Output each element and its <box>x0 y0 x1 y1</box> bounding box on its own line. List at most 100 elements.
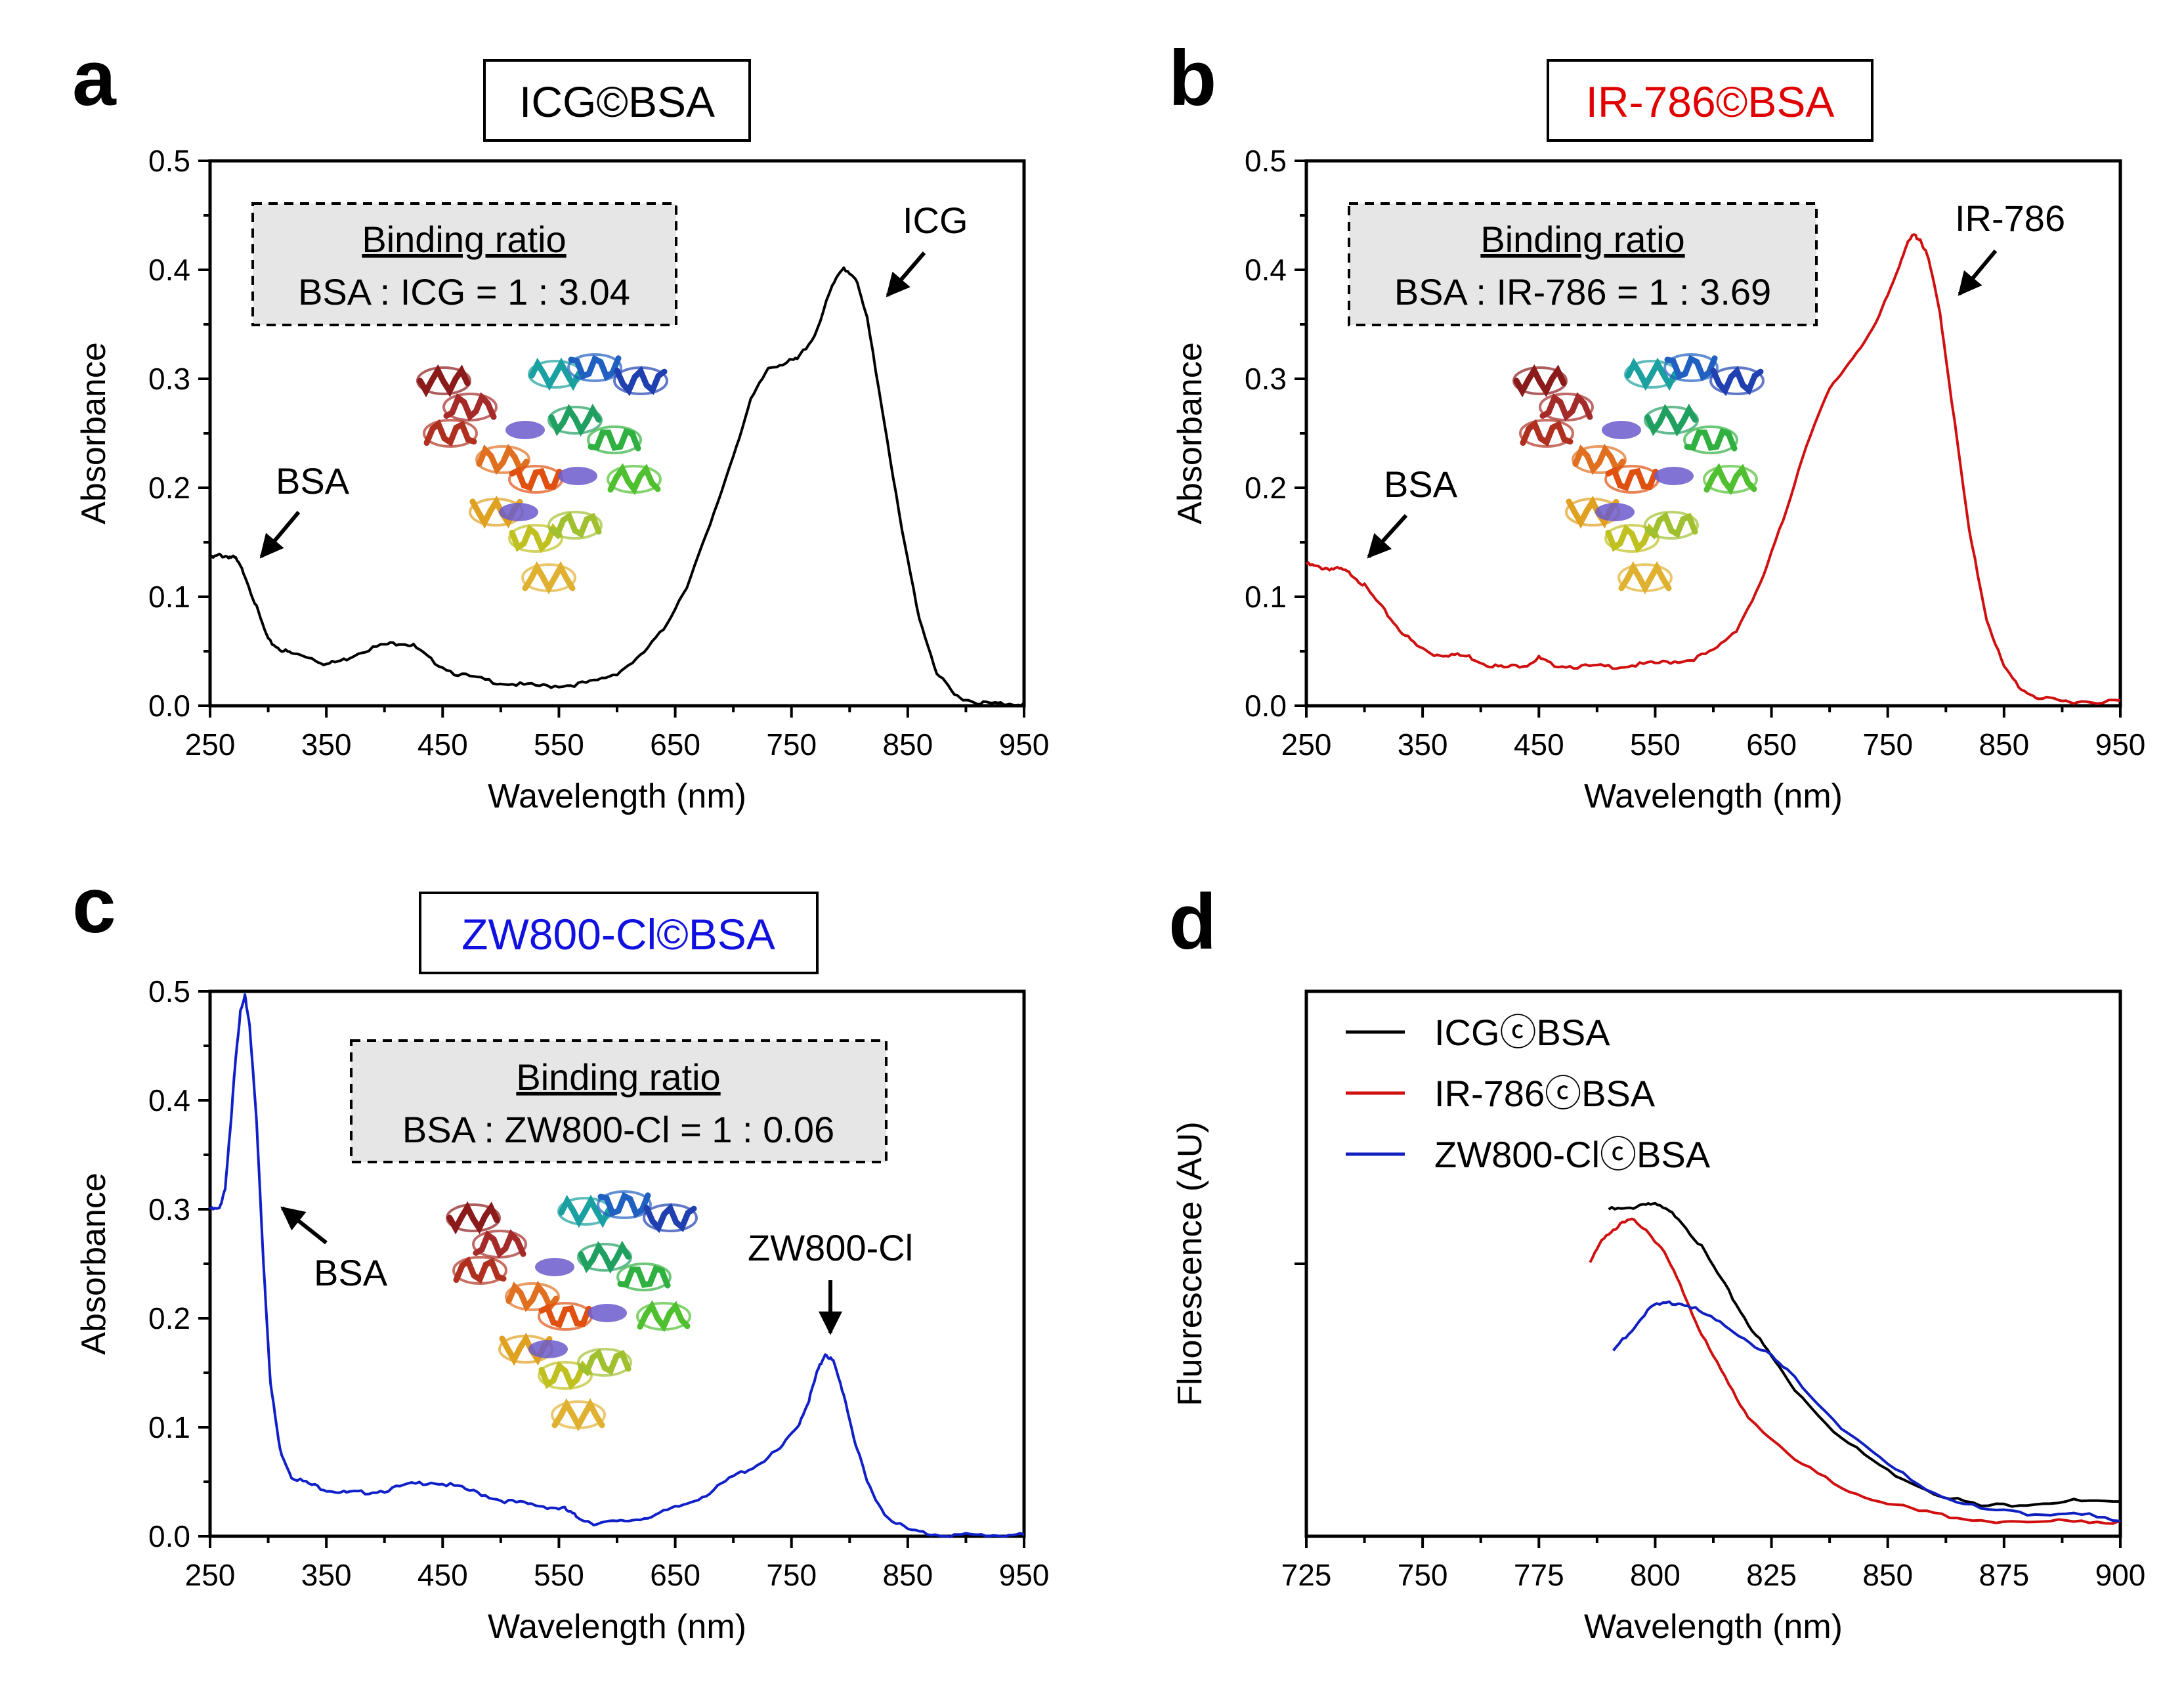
x-axis-title: Wavelength (nm) <box>488 777 746 815</box>
panel-b-title: IR-786©BSA <box>1586 77 1835 126</box>
y-tick-label: 0.5 <box>148 974 190 1008</box>
protein-helix <box>1644 511 1698 540</box>
protein-helix <box>453 1256 507 1284</box>
x-tick-label: 950 <box>999 727 1050 762</box>
protein-coil <box>1617 563 1673 592</box>
x-tick-label: 450 <box>418 727 468 762</box>
series-line-ICGⓒBSA <box>1608 1201 2121 1508</box>
y-tick-label: 0.1 <box>148 1410 190 1444</box>
y-tick-label: 0.2 <box>1245 471 1287 505</box>
panel-b-annot-bsa: BSA <box>1384 464 1458 505</box>
protein-helix <box>1625 357 1679 391</box>
y-axis-title: Absorbance <box>75 342 113 525</box>
protein-coil <box>577 1243 632 1272</box>
y-tick-label: 0.2 <box>148 471 190 505</box>
protein-coil <box>442 393 498 421</box>
protein-coil <box>643 1203 698 1232</box>
panel-d: d 725 750 775 800 825 850 875 900 Wavelength (nm… <box>1168 878 2145 1646</box>
panel-c-plot: 250 350 450 550 650 750 850 950 0.0 0.1 0.2 0.3 0.4 0… <box>75 974 1049 1646</box>
y-tick-label: 0.0 <box>1245 689 1287 723</box>
panel-c-ratio-box <box>350 1039 888 1163</box>
protein-coil <box>446 1203 501 1232</box>
protein-coil <box>1572 445 1627 474</box>
protein-coil <box>1539 393 1594 421</box>
panel-letter-c: c <box>72 861 116 949</box>
legend-label-icg: ICGⓒBSA <box>1434 1012 1610 1053</box>
y-tick-label: 0.5 <box>148 144 190 178</box>
x-tick-label: 850 <box>882 1558 933 1592</box>
legend-label-zw800: ZW800-ClⓒBSA <box>1434 1134 1711 1175</box>
panel-b-arrow-ir786 <box>1958 249 1998 296</box>
x-tick-label: 350 <box>1398 727 1448 762</box>
panel-a-protein-structure-icon <box>416 353 668 595</box>
x-tick-label: 250 <box>185 1558 236 1592</box>
protein-helix <box>1703 463 1757 496</box>
x-tick-label: 875 <box>1979 1558 2029 1592</box>
protein-coil <box>505 1282 560 1311</box>
protein-coil <box>547 511 603 540</box>
protein-coil <box>1663 353 1719 382</box>
series-line-ZW800-Cl©BSA <box>209 993 1025 1538</box>
protein-coil <box>1703 465 1758 494</box>
protein-helix <box>473 1229 526 1259</box>
protein-coil <box>1512 366 1568 395</box>
protein-helix <box>1664 355 1718 381</box>
dye-molecule <box>535 1258 574 1276</box>
y-tick-label: 0.0 <box>148 1519 190 1553</box>
panel-c-ratio-title: Binding ratio <box>516 1056 720 1098</box>
protein-helix <box>1644 403 1698 437</box>
protein-helix <box>588 428 641 452</box>
panel-b-protein-structure-icon <box>1512 353 1765 595</box>
x-tick-label: 725 <box>1281 1558 1332 1592</box>
dye-molecule <box>1654 467 1694 485</box>
protein-coil <box>567 353 622 382</box>
panel-letter-b: b <box>1168 34 1216 122</box>
x-tick-label: 450 <box>1514 727 1564 762</box>
panel-a: a ICG©BSA 250 350 450 550 650 750 850 950 0.0 0.1… <box>72 34 1049 815</box>
protein-coil <box>521 563 576 592</box>
y-tick-label: 0.1 <box>148 580 190 614</box>
y-axis-title: Fluorescence (AU) <box>1171 1121 1209 1406</box>
protein-helix <box>528 357 582 391</box>
protein-helix <box>1618 561 1672 595</box>
protein-coil <box>551 1400 606 1429</box>
x-tick-label: 650 <box>650 1558 700 1592</box>
x-axis-title: Wavelength (nm) <box>488 1608 746 1646</box>
x-axis-title: Wavelength (nm) <box>1584 777 1843 815</box>
protein-helix <box>522 561 576 595</box>
protein-coil <box>577 1348 632 1377</box>
protein-helix <box>1605 466 1659 492</box>
protein-helix <box>417 364 471 398</box>
protein-helix <box>538 1303 592 1329</box>
panel-c-arrow-bsa <box>280 1206 328 1245</box>
protein-helix <box>597 1192 651 1218</box>
panel-b-ratio-title: Binding ratio <box>1480 219 1684 260</box>
protein-helix <box>443 392 497 421</box>
panel-b-title-box <box>1547 59 1874 142</box>
panel-a-title-box <box>483 59 751 142</box>
dye-molecule <box>1602 421 1641 439</box>
protein-coil <box>587 425 642 454</box>
dye-molecule <box>499 503 538 521</box>
legend-label-ir786: IR-786ⓒBSA <box>1434 1073 1656 1114</box>
y-tick-label: 0.3 <box>148 1192 190 1226</box>
panel-c-title: ZW800-Cl©BSA <box>461 910 775 959</box>
x-tick-label: 350 <box>301 1558 352 1592</box>
panel-c: c ZW800-Cl©BSA 250 350 450 550 650 750 850 950 0… <box>72 861 1049 1646</box>
protein-coil <box>538 1361 593 1390</box>
panel-c-protein-structure-icon <box>446 1190 698 1432</box>
protein-coil <box>452 1256 507 1285</box>
protein-helix <box>1520 419 1574 447</box>
series-line-ZW800-ClⓒBSA <box>1612 1300 2121 1522</box>
protein-coil <box>1644 406 1699 435</box>
y-tick-label: 0.1 <box>1245 580 1287 614</box>
y-tick-label: 0.0 <box>148 689 190 723</box>
y-axis-title: Absorbance <box>1171 342 1209 525</box>
series-line-ICG©BSA <box>209 266 1025 707</box>
x-tick-label: 650 <box>650 727 700 762</box>
panel-a-annot-bsa: BSA <box>276 460 350 502</box>
y-tick-label: 0.4 <box>148 253 190 287</box>
protein-coil <box>1519 419 1574 448</box>
panel-a-ratio-title: Binding ratio <box>362 219 566 260</box>
panel-b-arrow-bsa <box>1367 513 1408 559</box>
